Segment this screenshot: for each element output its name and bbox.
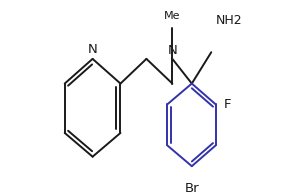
Text: F: F xyxy=(224,98,232,111)
Text: Me: Me xyxy=(164,11,181,21)
Text: N: N xyxy=(88,43,98,56)
Text: Br: Br xyxy=(185,182,199,195)
Text: NH2: NH2 xyxy=(216,14,243,27)
Text: N: N xyxy=(168,44,177,57)
